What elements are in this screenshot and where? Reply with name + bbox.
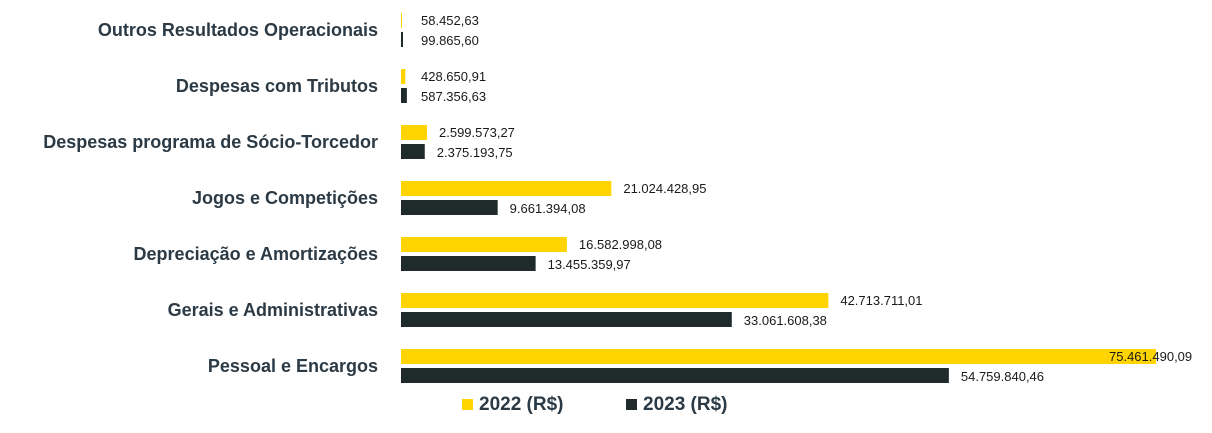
bar-2023 [401,200,498,215]
legend-label-2023: 2023 (R$) [643,394,728,415]
legend-swatch-2023 [626,399,637,410]
value-label-2022: 42.713.711,01 [840,293,922,308]
value-label-2023: 33.061.608,38 [744,313,827,328]
bar-2022 [401,69,406,84]
bar-2022 [401,125,428,140]
bar-2022 [401,237,567,252]
value-label-2023: 2.375.193,75 [437,145,513,160]
value-label-2023: 9.661.394,08 [510,201,586,216]
bar-2022 [401,349,1156,364]
value-label-2022: 21.024.428,95 [623,181,706,196]
value-label-2023: 54.759.840,46 [961,369,1044,384]
bar-2023 [401,256,536,271]
bar-2023 [401,368,949,383]
legend-label-2022: 2022 (R$) [479,394,564,415]
category-labels: Outros Resultados Operacionais Despesas c… [43,20,378,376]
category-label: Pessoal e Encargos [208,356,378,376]
bar-2023 [401,88,407,103]
value-labels: 58.452,63 99.865,60 428.650,91 587.356,63 2.… [421,13,1192,384]
bar-2023 [401,144,425,159]
value-label-2022: 58.452,63 [421,13,479,28]
value-label-2023: 587.356,63 [421,89,486,104]
bar-2022 [401,13,402,28]
category-label: Despesas com Tributos [176,76,378,96]
value-label-2022: 2.599.573,27 [439,125,515,140]
legend-swatch-2022 [462,399,473,410]
value-label-2022: 16.582.998,08 [579,237,662,252]
value-label-2023: 99.865,60 [421,33,479,48]
bar-2023 [401,312,732,327]
bar-2023 [401,32,403,47]
category-label: Outros Resultados Operacionais [98,20,378,40]
bar-2022 [401,181,612,196]
category-label: Gerais e Administrativas [168,300,378,320]
category-label: Jogos e Competições [192,188,378,208]
value-label-2022: 428.650,91 [421,69,486,84]
legend: 2022 (R$) 2023 (R$) [462,394,728,415]
category-label: Depreciação e Amortizações [134,244,378,264]
value-label-2022: 75.461.490,09 [1109,349,1192,364]
bar-2022 [401,293,829,308]
category-label: Despesas programa de Sócio-Torcedor [43,132,378,152]
value-label-2023: 13.455.359,97 [548,257,631,272]
bars-group [401,13,1156,383]
